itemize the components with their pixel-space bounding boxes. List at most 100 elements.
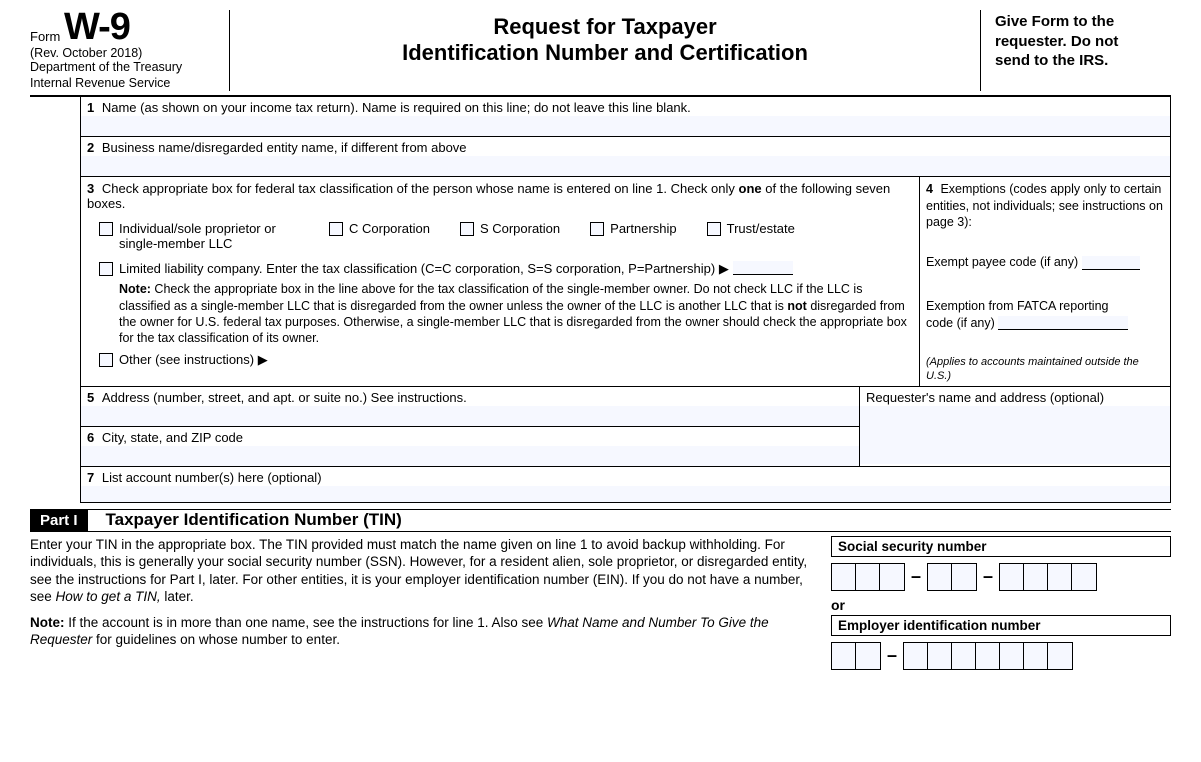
ssn-group3[interactable]	[999, 563, 1097, 591]
checkbox-individual[interactable]	[99, 222, 113, 236]
line5-label: 5 Address (number, street, and apt. or s…	[81, 387, 859, 406]
line7-row: 7 List account number(s) here (optional)	[80, 467, 1171, 503]
line6-num: 6	[87, 430, 94, 445]
dept2: Internal Revenue Service	[30, 76, 221, 92]
fatca-row: Exemption from FATCA reporting code (if …	[926, 298, 1164, 331]
part1-tag: Part I	[30, 510, 88, 531]
cb-other: Other (see instructions) ▶	[99, 352, 913, 368]
line5-6-left: 5 Address (number, street, and apt. or s…	[81, 387, 860, 466]
checkbox-row-1: Individual/sole proprietor or single-mem…	[99, 221, 913, 255]
title-line2: Identification Number and Certification	[240, 40, 970, 66]
line6-row: 6 City, state, and ZIP code	[81, 427, 859, 466]
line3-text-a: Check appropriate box for federal tax cl…	[102, 181, 739, 196]
checkbox-ccorp[interactable]	[329, 222, 343, 236]
ssn-header: Social security number	[831, 536, 1171, 557]
ein-group2[interactable]	[903, 642, 1073, 670]
give-line1: Give Form to the	[995, 12, 1171, 32]
ssn-group1[interactable]	[831, 563, 905, 591]
ein-group1[interactable]	[831, 642, 881, 670]
line4-num: 4	[926, 182, 933, 196]
cb-partnership: Partnership	[590, 221, 676, 236]
ssn-group2[interactable]	[927, 563, 977, 591]
line2-label: 2 Business name/disregarded entity name,…	[81, 137, 1170, 156]
ein-header: Employer identification number	[831, 615, 1171, 636]
tin-boxes: Social security number – – or Employer i…	[831, 536, 1171, 670]
line1-label: 1 Name (as shown on your income tax retu…	[81, 97, 1170, 116]
line5-row: 5 Address (number, street, and apt. or s…	[81, 387, 859, 427]
give-line3: send to the IRS.	[995, 51, 1171, 71]
requester-input[interactable]	[860, 406, 1170, 464]
revision: (Rev. October 2018)	[30, 46, 221, 60]
requester-label: Requester's name and address (optional)	[860, 387, 1170, 406]
fatca-label2: code (if any)	[926, 316, 995, 330]
line4-text: Exemptions (codes apply only to certain …	[926, 182, 1163, 229]
fatca-label1: Exemption from FATCA reporting	[926, 298, 1164, 314]
fatca-input[interactable]	[998, 316, 1128, 330]
line2-row: 2 Business name/disregarded entity name,…	[80, 137, 1171, 177]
dash-icon: –	[887, 645, 897, 666]
cb2-label: C Corporation	[349, 221, 430, 236]
exempt-payee-input[interactable]	[1082, 256, 1140, 270]
tin-p1b: later.	[161, 589, 194, 604]
cb-scorp: S Corporation	[460, 221, 560, 236]
dash-icon: –	[983, 566, 993, 587]
address-input[interactable]	[81, 406, 859, 426]
cb3-label: S Corporation	[480, 221, 560, 236]
city-input[interactable]	[81, 446, 859, 466]
business-name-input[interactable]	[81, 156, 1170, 176]
ein-row: –	[831, 642, 1171, 670]
or-label: or	[831, 597, 1171, 613]
line7-text: List account number(s) here (optional)	[102, 470, 322, 485]
checkbox-trust[interactable]	[707, 222, 721, 236]
account-input[interactable]	[81, 486, 1170, 502]
line7-num: 7	[87, 470, 94, 485]
exempt-payee-label: Exempt payee code (if any)	[926, 255, 1078, 269]
checkbox-llc[interactable]	[99, 262, 113, 276]
line2-text: Business name/disregarded entity name, i…	[102, 140, 467, 155]
line2-num: 2	[87, 140, 94, 155]
line7-label: 7 List account number(s) here (optional)	[81, 467, 1170, 486]
checkbox-other[interactable]	[99, 353, 113, 367]
line6-text: City, state, and ZIP code	[102, 430, 243, 445]
checkbox-partnership[interactable]	[590, 222, 604, 236]
line5-text: Address (number, street, and apt. or sui…	[102, 390, 467, 405]
cb4-label: Partnership	[610, 221, 676, 236]
line5-num: 5	[87, 390, 94, 405]
title-line1: Request for Taxpayer	[240, 14, 970, 40]
form-header: Form W-9 (Rev. October 2018) Department …	[30, 10, 1171, 97]
cb5-label: Trust/estate	[727, 221, 795, 236]
llc-label: Limited liability company. Enter the tax…	[119, 261, 729, 277]
tin-p2b: for guidelines on whose number to enter.	[92, 632, 340, 647]
tin-note-bold: Note:	[30, 615, 65, 630]
note-not: not	[787, 299, 806, 313]
cb1-label: Individual/sole proprietor or single-mem…	[119, 221, 299, 251]
line1-row: 1 Name (as shown on your income tax retu…	[80, 97, 1171, 137]
part1-header: Part I Taxpayer Identification Number (T…	[30, 509, 1171, 532]
ssn-row: – –	[831, 563, 1171, 591]
form-label: Form	[30, 29, 60, 44]
applies-note: (Applies to accounts maintained outside …	[926, 355, 1164, 384]
line4-box: 4 Exemptions (codes apply only to certai…	[920, 177, 1170, 385]
header-left: Form W-9 (Rev. October 2018) Department …	[30, 10, 230, 91]
line1-num: 1	[87, 100, 94, 115]
line6-label: 6 City, state, and ZIP code	[81, 427, 859, 446]
note-bold: Note:	[119, 282, 151, 296]
exempt-payee-row: Exempt payee code (if any)	[926, 254, 1164, 270]
cb-llc: Limited liability company. Enter the tax…	[99, 261, 913, 277]
line1-text: Name (as shown on your income tax return…	[102, 100, 691, 115]
cb-ccorp: C Corporation	[329, 221, 430, 236]
part1-title: Taxpayer Identification Number (TIN)	[106, 510, 402, 530]
note-a: Check the appropriate box in the line ab…	[119, 282, 862, 312]
line3-label: 3 Check appropriate box for federal tax …	[87, 181, 913, 211]
header-right: Give Form to the requester. Do not send …	[981, 10, 1171, 91]
tin-p1i: How to get a TIN,	[56, 589, 161, 604]
line3-num: 3	[87, 181, 94, 196]
cb-individual: Individual/sole proprietor or single-mem…	[99, 221, 299, 251]
cb-trust: Trust/estate	[707, 221, 795, 236]
form-title: Request for Taxpayer Identification Numb…	[230, 10, 981, 91]
requester-box: Requester's name and address (optional)	[860, 387, 1170, 466]
llc-class-input[interactable]	[733, 261, 793, 275]
name-input[interactable]	[81, 116, 1170, 136]
dash-icon: –	[911, 566, 921, 587]
checkbox-scorp[interactable]	[460, 222, 474, 236]
